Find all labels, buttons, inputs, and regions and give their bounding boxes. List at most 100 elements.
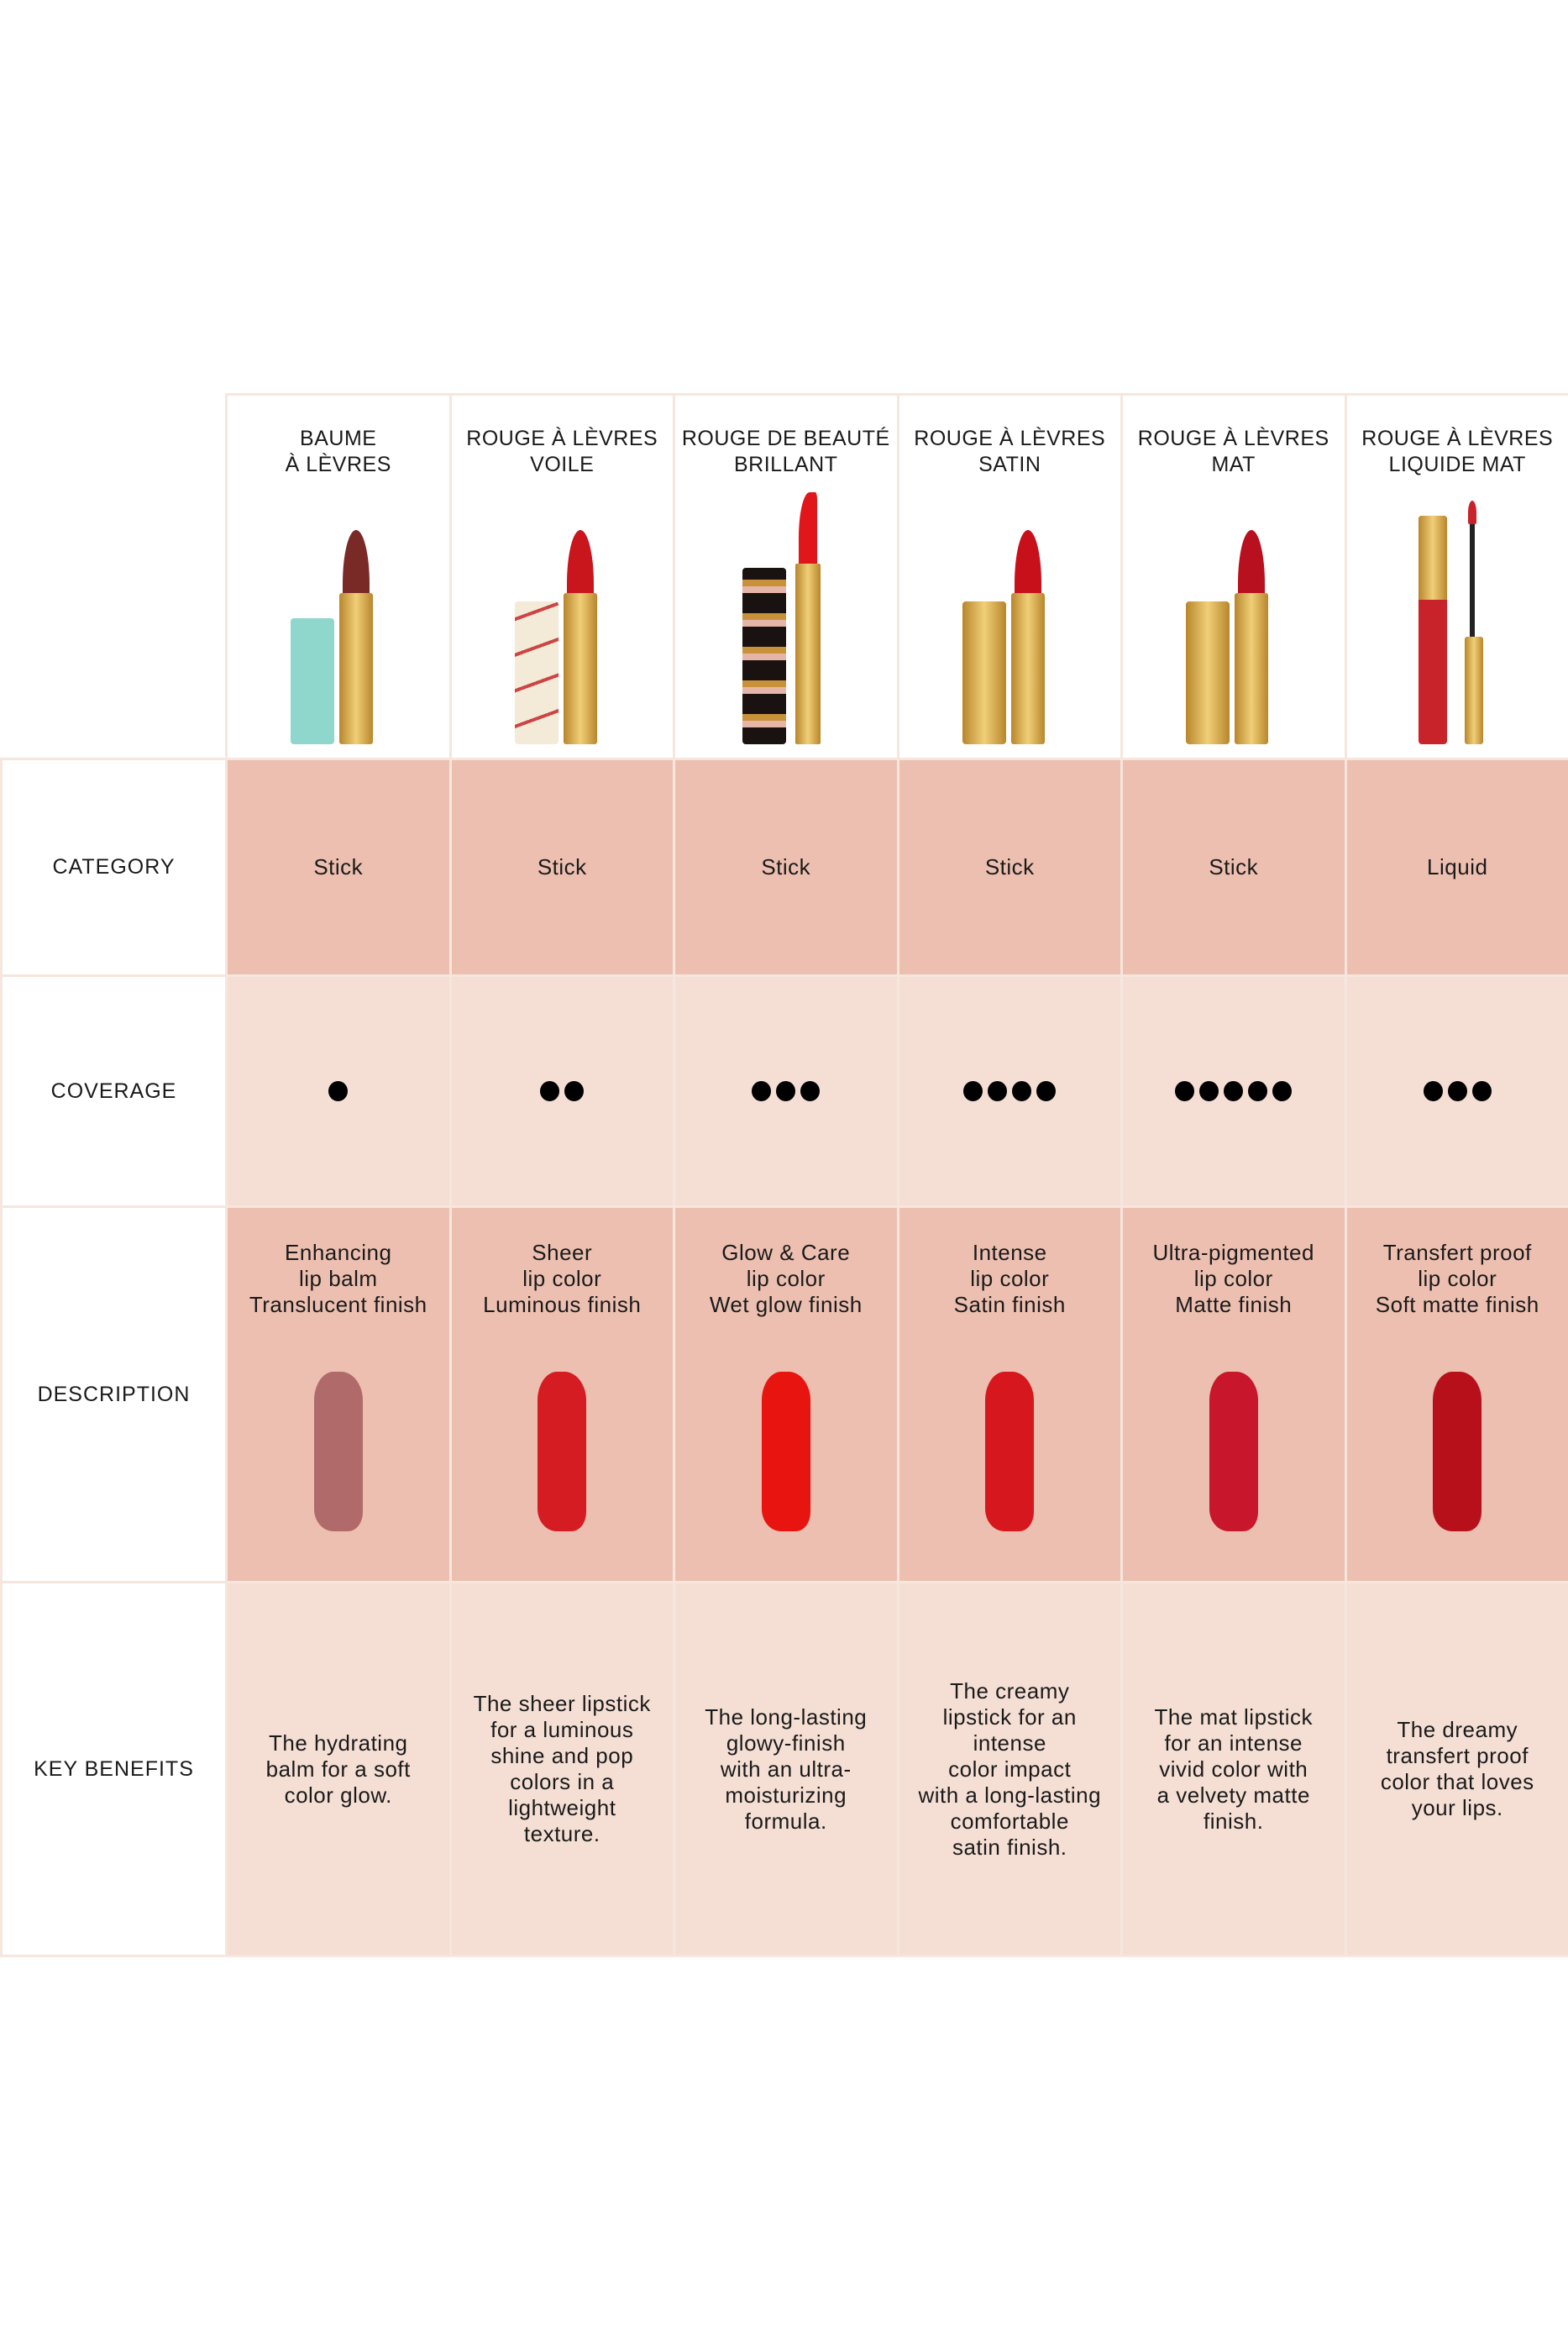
coverage-dot <box>1447 1081 1467 1101</box>
description-text: Transfert proof lip color Soft matte fin… <box>1375 1240 1539 1317</box>
key-benefits-row: KEY BENEFITS The hydrating balm for a so… <box>0 1583 1568 1957</box>
gloss-cap <box>1418 516 1447 600</box>
description-text: Glow & Care lip color Wet glow finish <box>709 1240 863 1317</box>
key-benefits-text: The sheer lipstick for a luminous shine … <box>473 1691 651 1846</box>
product-image <box>452 492 674 744</box>
color-swatch <box>1433 1372 1482 1531</box>
product-name: ROUGE À LÈVRES VOILE <box>466 427 658 476</box>
key-benefits-text: The mat lipstick for an intense vivid co… <box>1154 1704 1314 1834</box>
coverage-dot <box>752 1081 772 1101</box>
coverage-cell <box>225 977 449 1205</box>
key-benefits-cell: The dreamy transfert proof color that lo… <box>1344 1583 1568 1955</box>
lipstick-tube <box>1010 593 1045 744</box>
key-benefits-cell: The long-lasting glowy-finish with an ul… <box>673 1583 897 1955</box>
product-image <box>1347 492 1568 744</box>
color-swatch <box>538 1372 587 1531</box>
lipstick-bullet <box>343 530 370 597</box>
applicator-tip <box>1467 501 1476 524</box>
color-swatch <box>761 1372 810 1531</box>
coverage-dot <box>1423 1081 1443 1101</box>
coverage-cell <box>673 977 897 1205</box>
coverage-dot <box>1272 1081 1293 1101</box>
category-cell: Stick <box>673 760 897 974</box>
product-image <box>228 492 449 744</box>
color-swatch <box>313 1372 363 1531</box>
lipstick-bullet <box>566 530 594 597</box>
corner-cell <box>0 393 225 758</box>
coverage-dot <box>963 1081 983 1101</box>
coverage-dots <box>963 1081 1057 1101</box>
product-name: ROUGE À LÈVRES MAT <box>1137 427 1329 476</box>
product-image <box>1123 492 1345 744</box>
key-benefits-text: The creamy lipstick for an intense color… <box>918 1677 1102 1860</box>
row-label-category: CATEGORY <box>0 760 225 974</box>
category-cell: Stick <box>1120 760 1345 974</box>
comparison-table: BAUME À LÈVRES ROUGE À LÈVRES VOILE ROUGE … <box>0 393 1568 1957</box>
slim-bullet <box>799 492 817 568</box>
lipstick-cap <box>1186 601 1230 744</box>
category-row: CATEGORY Stick Stick Stick Stick Stick Liquid <box>0 760 1568 977</box>
lipstick-cap <box>514 601 559 744</box>
description-text: Enhancing lip balm Translucent finish <box>249 1240 427 1317</box>
key-benefits-cell: The sheer lipstick for a luminous shine … <box>448 1583 673 1955</box>
product-name: ROUGE À LÈVRES SATIN <box>914 427 1106 476</box>
key-benefits-text: The hydrating balm for a soft color glow… <box>265 1730 411 1808</box>
key-benefits-text: The dreamy transfert proof color that lo… <box>1380 1717 1534 1820</box>
product-header-cell: BAUME À LÈVRES <box>225 393 449 758</box>
applicator-handle <box>1464 637 1483 744</box>
category-cell: Stick <box>225 760 449 974</box>
product-header-cell: ROUGE DE BEAUTÉ BRILLANT <box>673 393 897 758</box>
coverage-cell <box>1120 977 1345 1205</box>
coverage-dot <box>1036 1081 1057 1101</box>
coverage-dot <box>988 1081 1008 1101</box>
lipstick-tube <box>339 593 373 744</box>
coverage-dot <box>800 1081 821 1101</box>
key-benefits-cell: The creamy lipstick for an intense color… <box>896 1583 1120 1955</box>
description-cell: Enhancing lip balm Translucent finish <box>225 1208 449 1581</box>
row-label-description: DESCRIPTION <box>0 1208 225 1581</box>
description-cell: Transfert proof lip color Soft matte fin… <box>1344 1208 1568 1581</box>
description-text: Intense lip color Satin finish <box>953 1240 1066 1317</box>
lipstick-tube <box>563 593 597 744</box>
category-cell: Stick <box>896 760 1120 974</box>
product-header-cell: ROUGE À LÈVRES VOILE <box>448 393 674 758</box>
lipstick-tube <box>1235 593 1268 744</box>
row-label-key-benefits: KEY BENEFITS <box>0 1583 225 1955</box>
lipstick-bullet <box>1014 530 1041 597</box>
description-row: DESCRIPTION Enhancing lip balm Transluce… <box>0 1208 1568 1583</box>
color-swatch <box>985 1372 1035 1531</box>
category-cell: Stick <box>448 760 673 974</box>
description-cell: Sheer lip color Luminous finish <box>448 1208 673 1581</box>
description-cell: Ultra-pigmented lip color Matte finish <box>1120 1208 1345 1581</box>
product-name: ROUGE DE BEAUTÉ BRILLANT <box>681 427 890 476</box>
coverage-dots <box>540 1081 585 1101</box>
coverage-cell <box>1344 977 1568 1205</box>
coverage-dots <box>1423 1081 1492 1101</box>
coverage-dot <box>1471 1081 1492 1101</box>
slim-tube <box>795 564 821 744</box>
coverage-dot <box>1012 1081 1032 1101</box>
description-cell: Glow & Care lip color Wet glow finish <box>673 1208 897 1581</box>
applicator-wand <box>1469 513 1475 639</box>
patterned-cap <box>742 568 786 744</box>
product-name: ROUGE À LÈVRES LIQUIDE MAT <box>1361 427 1554 476</box>
coverage-dot <box>1224 1081 1244 1101</box>
lipstick-cap <box>291 618 334 744</box>
row-label-coverage: COVERAGE <box>0 977 225 1205</box>
product-image <box>899 492 1121 744</box>
coverage-dots <box>1175 1081 1293 1101</box>
coverage-row: COVERAGE <box>0 977 1568 1208</box>
lipstick-bullet <box>1238 530 1265 597</box>
product-image <box>675 492 897 744</box>
product-header-cell: ROUGE À LÈVRES MAT <box>1120 393 1345 758</box>
description-cell: Intense lip color Satin finish <box>896 1208 1120 1581</box>
coverage-dots <box>752 1081 821 1101</box>
product-name: BAUME À LÈVRES <box>285 427 391 476</box>
key-benefits-text: The long-lasting glowy-finish with an ul… <box>705 1704 868 1834</box>
key-benefits-cell: The hydrating balm for a soft color glow… <box>225 1583 449 1955</box>
coverage-cell <box>896 977 1120 1205</box>
lipstick-cap <box>962 601 1006 744</box>
coverage-dot <box>1175 1081 1195 1101</box>
coverage-dots <box>328 1081 349 1101</box>
coverage-dot <box>1248 1081 1268 1101</box>
